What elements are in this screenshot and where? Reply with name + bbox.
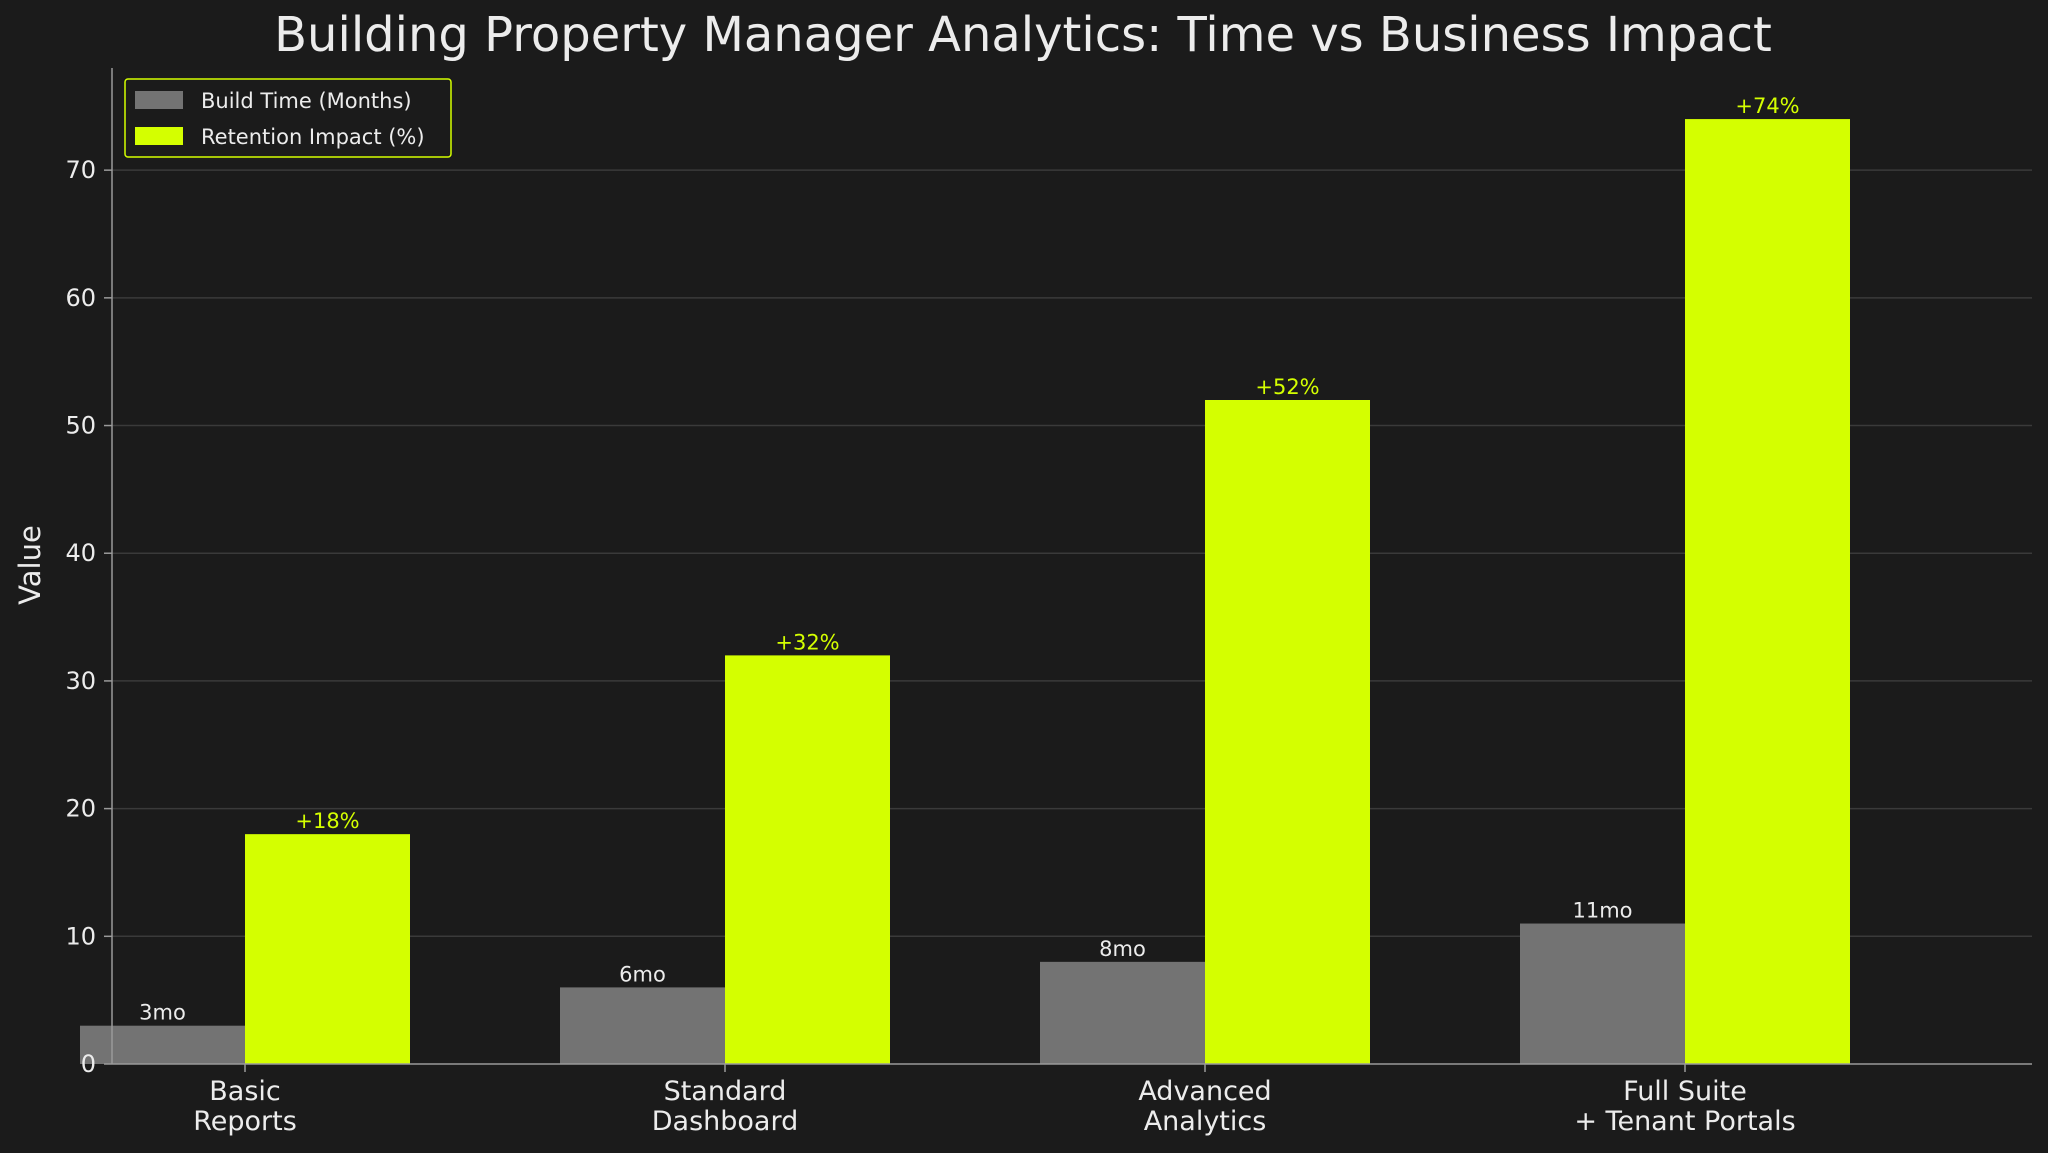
- bar: [560, 987, 725, 1064]
- legend-label: Build Time (Months): [201, 89, 412, 113]
- labels: 0 10 20 30 40 50 60 70 3mo +18% Basic Reports 6mo +32…: [65, 94, 1799, 1137]
- x-tick-label-line: Advanced: [1138, 1076, 1271, 1107]
- x-tick-label: Advanced Analytics: [1138, 1076, 1271, 1137]
- y-tick-label: 0: [81, 1050, 96, 1078]
- x-tick-label-line: Full Suite: [1623, 1076, 1747, 1107]
- y-tick-label: 10: [65, 922, 96, 950]
- x-tick-label-line: Basic: [209, 1076, 280, 1107]
- x-tick-label-line: Dashboard: [652, 1106, 798, 1137]
- data-label: +32%: [775, 630, 839, 654]
- data-label: +18%: [295, 809, 359, 833]
- bar: [725, 655, 890, 1064]
- data-label: +74%: [1735, 94, 1799, 118]
- y-tick-label: 70: [65, 156, 96, 184]
- bar: [245, 834, 410, 1064]
- legend-label: Retention Impact (%): [201, 125, 425, 149]
- x-tick-label: Full Suite + Tenant Portals: [1574, 1076, 1795, 1137]
- bar: [1520, 923, 1685, 1064]
- x-tick-label-line: Standard: [664, 1076, 787, 1107]
- axes: [104, 68, 2032, 1072]
- legend: Build Time (Months) Retention Impact (%): [124, 78, 452, 158]
- y-tick-label: 50: [65, 412, 96, 440]
- bar: [1205, 400, 1370, 1064]
- legend-swatch: [135, 91, 183, 109]
- x-tick-label: Basic Reports: [193, 1076, 297, 1137]
- y-axis-label: Value: [13, 525, 47, 605]
- bar: [80, 1025, 245, 1064]
- bars: [80, 119, 1850, 1065]
- bar: [1685, 119, 1850, 1065]
- y-tick-label: 20: [65, 795, 96, 823]
- x-tick-label-line: Analytics: [1144, 1106, 1267, 1137]
- data-label: 11mo: [1572, 899, 1632, 923]
- x-tick-label-line: Reports: [193, 1106, 297, 1137]
- data-label: +52%: [1255, 375, 1319, 399]
- legend-box: [124, 78, 452, 158]
- data-label: 6mo: [619, 962, 666, 986]
- x-tick-label-line: + Tenant Portals: [1574, 1106, 1795, 1137]
- data-label: 8mo: [1099, 937, 1146, 961]
- x-tick-label: Standard Dashboard: [652, 1076, 798, 1137]
- chart-title: Building Property Manager Analytics: Tim…: [274, 7, 1772, 63]
- y-tick-label: 40: [65, 539, 96, 567]
- bar: [1040, 961, 1205, 1064]
- legend-swatch: [135, 127, 183, 145]
- y-tick-label: 60: [65, 284, 96, 312]
- y-tick-label: 30: [65, 667, 96, 695]
- data-label: 3mo: [139, 1001, 186, 1025]
